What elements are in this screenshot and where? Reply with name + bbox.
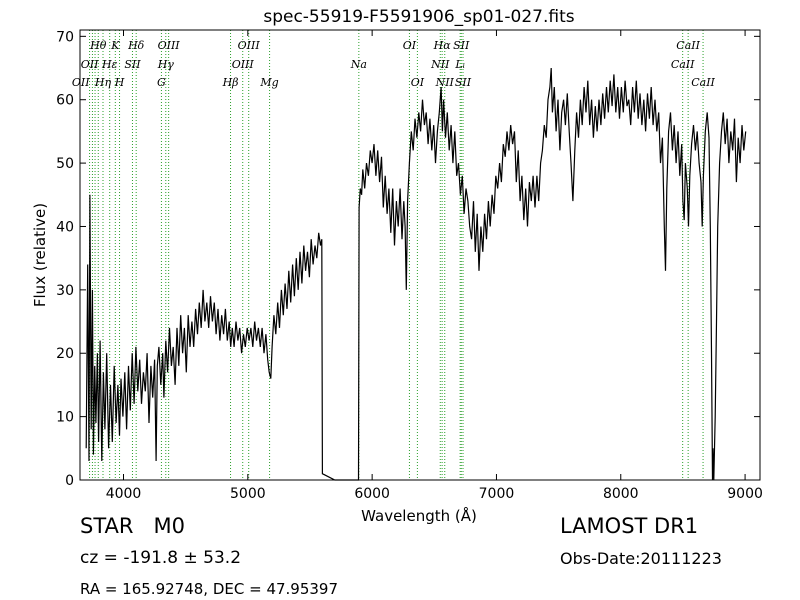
line-label: OII — [72, 76, 90, 89]
line-label: K — [110, 39, 120, 52]
y-axis-label: Flux (relative) — [31, 203, 49, 307]
line-label: SII — [124, 58, 141, 71]
x-tick-label: 8000 — [603, 486, 639, 502]
chart-title: spec-55919-F5591906_sp01-027.fits — [263, 7, 574, 27]
line-label: Hδ — [127, 39, 145, 52]
line-label: Hγ — [157, 58, 175, 71]
y-tick-label: 60 — [56, 93, 74, 109]
x-tick-label: 6000 — [354, 486, 390, 502]
line-label: Mg — [259, 76, 278, 89]
x-axis: 4000 5000 6000 7000 8000 9000 — [106, 30, 763, 502]
line-label: CaII — [691, 76, 715, 89]
line-label: H — [114, 76, 125, 89]
spectrum-line — [85, 67, 747, 481]
object-class: STAR M0 — [80, 514, 185, 538]
line-label: OIII — [232, 58, 255, 71]
y-tick-label: 20 — [56, 346, 74, 362]
line-label: G — [157, 76, 166, 89]
x-tick-label: 4000 — [106, 486, 142, 502]
line-label: Hβ — [222, 76, 239, 89]
line-label: SII — [453, 39, 470, 52]
line-label: Hη — [94, 76, 112, 89]
observation-date: Obs-Date:20111223 — [560, 549, 722, 568]
y-tick-label: 30 — [56, 283, 74, 299]
line-label: Na — [350, 58, 367, 71]
y-axis: 0 10 20 30 40 50 60 70 — [56, 29, 760, 489]
line-label: Lᵢ — [454, 58, 465, 71]
redshift-readout: cz = -191.8 ± 53.2 — [80, 548, 242, 568]
line-label: OIII — [238, 39, 261, 52]
line-label: CaII — [676, 39, 700, 52]
line-label: Hα — [433, 39, 452, 52]
y-tick-label: 10 — [56, 410, 74, 426]
x-tick-label: 5000 — [230, 486, 266, 502]
line-label: OI — [411, 76, 425, 89]
x-tick-label: 9000 — [727, 486, 763, 502]
y-tick-label: 0 — [65, 473, 74, 489]
line-label: NII — [430, 58, 450, 71]
line-label: OI — [403, 39, 417, 52]
y-tick-label: 70 — [56, 29, 74, 45]
x-axis-label: Wavelength (Å) — [361, 506, 477, 525]
line-label: NII — [435, 76, 455, 89]
line-label: SII — [455, 76, 472, 89]
line-label: OIII — [158, 39, 181, 52]
y-tick-label: 50 — [56, 156, 74, 172]
x-tick-label: 7000 — [479, 486, 515, 502]
survey-name: LAMOST DR1 — [560, 514, 699, 538]
coordinates-readout: RA = 165.92748, DEC = 47.95397 — [80, 580, 339, 598]
line-label: Hθ — [89, 39, 107, 52]
line-label: CaII — [671, 58, 695, 71]
line-label: OII — [81, 58, 99, 71]
y-tick-label: 40 — [56, 219, 74, 235]
line-label: Hε — [101, 58, 118, 71]
plot-area — [79, 29, 761, 481]
